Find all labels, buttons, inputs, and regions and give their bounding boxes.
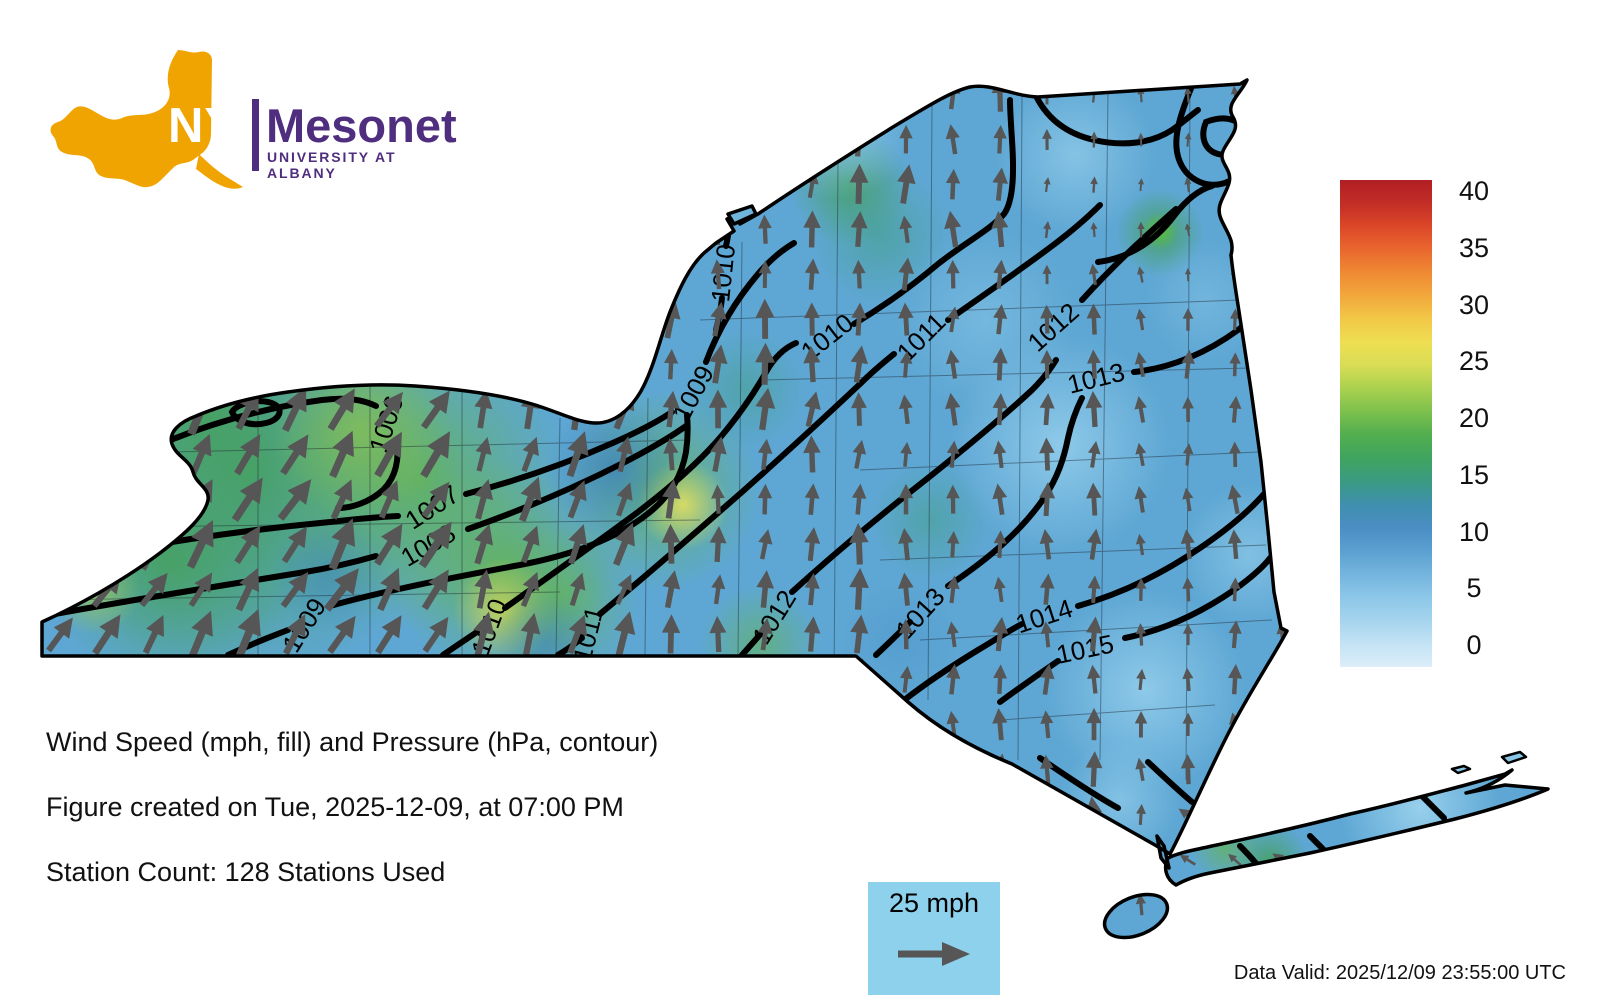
colorbar-tick-15: 15 xyxy=(1458,459,1490,490)
colorbar-tick-30: 30 xyxy=(1458,289,1490,320)
colorbar-tick-labels: 0 5 10 15 20 25 30 35 40 xyxy=(1444,176,1514,667)
colorbar-tick-5: 5 xyxy=(1466,573,1482,604)
colorbar-tick-10: 10 xyxy=(1458,516,1490,547)
reference-arrow-icon xyxy=(898,942,970,966)
state-outline xyxy=(40,78,1550,940)
colorbar-tick-35: 35 xyxy=(1458,232,1490,263)
svg-text:1010: 1010 xyxy=(705,243,741,304)
colorbar-tick-40: 40 xyxy=(1458,176,1490,206)
colorbar-tick-25: 25 xyxy=(1458,346,1490,377)
pressure-contours xyxy=(42,83,1447,883)
colorbar-tick-0: 0 xyxy=(1466,630,1482,660)
wind-speed-colorbar xyxy=(1340,180,1432,667)
logo-divider-bar xyxy=(252,99,259,171)
ny-state-logo-icon xyxy=(50,50,243,189)
logo-subtitle: UNIVERSITY AT ALBANY xyxy=(267,149,397,181)
nys-mesonet-logo: NYS Mesonet UNIVERSITY AT ALBANY xyxy=(40,0,460,210)
figure-title: Wind Speed (mph, fill) and Pressure (hPa… xyxy=(46,727,659,757)
data-valid-timestamp: Data Valid: 2025/12/09 23:55:00 UTC xyxy=(1233,962,1566,984)
reference-speed-label: 25 mph xyxy=(888,888,980,918)
logo-mesonet-text: Mesonet xyxy=(266,99,457,152)
station-count-text: Station Count: 128 Stations Used xyxy=(46,857,446,887)
wind-reference-legend: 25 mph xyxy=(868,882,1000,995)
figure-created-text: Figure created on Tue, 2025-12-09, at 07… xyxy=(46,792,624,822)
colorbar-tick-20: 20 xyxy=(1458,403,1490,433)
